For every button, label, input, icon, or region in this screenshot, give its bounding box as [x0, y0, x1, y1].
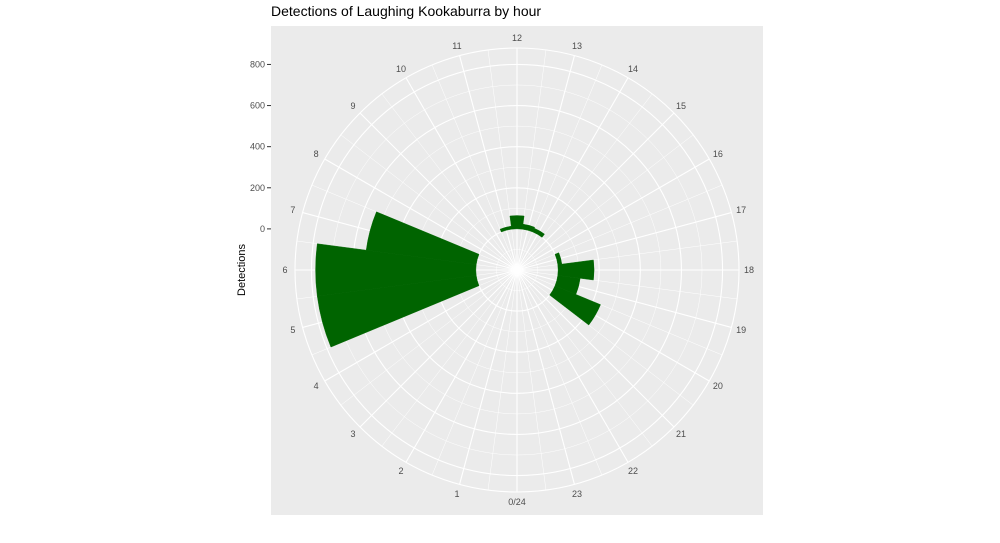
hour-label-23: 23 [572, 489, 582, 499]
grid-spoke [516, 112, 675, 271]
grid-spoke-minor [381, 269, 518, 447]
grid-spoke [516, 77, 629, 271]
grid-spoke-minor [487, 49, 518, 271]
bar-layer [315, 211, 601, 348]
hour-label-18: 18 [744, 265, 754, 275]
grid-spoke-minor [516, 269, 738, 300]
y-tick-label-600: 600 [250, 101, 265, 111]
hour-label-20: 20 [713, 381, 723, 391]
grid-spoke-minor [516, 184, 723, 271]
grid-spoke [516, 269, 675, 428]
chart-title: Detections of Laughing Kookaburra by hou… [271, 3, 541, 19]
hour-label-19: 19 [736, 325, 746, 335]
hour-label-5: 5 [290, 325, 295, 335]
grid-spoke [459, 269, 518, 485]
grid-spoke [516, 269, 575, 485]
grid-spoke-minor [516, 269, 547, 491]
hour-label-0-24: 0/24 [508, 497, 526, 507]
bar-hour-7 [365, 211, 480, 265]
grid-spoke-minor [516, 49, 547, 271]
grid-spoke-minor [431, 64, 518, 271]
hour-label-3: 3 [350, 429, 355, 439]
hour-label-15: 15 [676, 101, 686, 111]
grid-spoke [324, 158, 518, 271]
y-tick-label-0: 0 [260, 224, 265, 234]
bar-hour-20 [549, 285, 601, 326]
grid-spoke-minor [516, 269, 653, 447]
bar-hour-14 [532, 227, 545, 238]
grid-spoke [459, 55, 518, 271]
grid-spoke [516, 269, 629, 463]
grid-spoke [359, 112, 518, 271]
hour-label-11: 11 [452, 41, 461, 51]
grid-spoke [359, 269, 518, 428]
hour-label-6: 6 [282, 265, 287, 275]
y-tick-label-400: 400 [250, 142, 265, 152]
hour-label-9: 9 [350, 101, 355, 111]
bar-hour-6 [315, 243, 477, 297]
grid-spoke [516, 212, 732, 271]
grid-spoke-minor [516, 269, 603, 476]
grid-spoke [516, 55, 575, 271]
hour-label-2: 2 [398, 466, 403, 476]
grid-spoke-minor [431, 269, 518, 476]
hour-label-10: 10 [396, 64, 406, 74]
hour-label-8: 8 [314, 149, 319, 159]
grid-spoke [516, 158, 710, 271]
grid-spoke-minor [487, 269, 518, 491]
bar-hour-13 [522, 223, 535, 233]
grid-spoke-minor [340, 269, 518, 406]
y-axis: 0 200 400 600 800 [250, 59, 271, 234]
grid-spoke [324, 269, 518, 382]
grid-spoke-minor [516, 93, 653, 271]
hour-label-layer: 0/24123456789101112131415161718192021222… [282, 33, 754, 507]
grid-spoke-minor [381, 93, 518, 271]
grid-spoke [516, 269, 710, 382]
hour-label-22: 22 [628, 466, 638, 476]
hour-label-7: 7 [290, 205, 295, 215]
y-tick-label-800: 800 [250, 59, 265, 69]
bar-hour-12 [509, 215, 525, 230]
y-tick-label-200: 200 [250, 183, 265, 193]
hour-label-1: 1 [454, 489, 459, 499]
hour-label-4: 4 [314, 381, 319, 391]
grid-spoke [405, 269, 518, 463]
grid-spoke [516, 269, 732, 328]
hour-label-14: 14 [628, 64, 638, 74]
hour-label-16: 16 [713, 149, 723, 159]
grid-spoke-minor [516, 240, 738, 271]
grid-spoke-minor [516, 269, 723, 356]
hour-label-21: 21 [676, 429, 686, 439]
grid-spoke-minor [516, 269, 694, 406]
hour-label-13: 13 [572, 41, 582, 51]
hour-label-12: 12 [512, 33, 522, 43]
y-axis-label: Detections [236, 244, 248, 296]
grid-spoke-minor [340, 134, 518, 271]
grid-spoke-minor [516, 134, 694, 271]
grid-spoke [405, 77, 518, 271]
grid-spoke-minor [516, 64, 603, 271]
hour-label-17: 17 [736, 205, 746, 215]
bar-hour-18 [557, 259, 595, 281]
